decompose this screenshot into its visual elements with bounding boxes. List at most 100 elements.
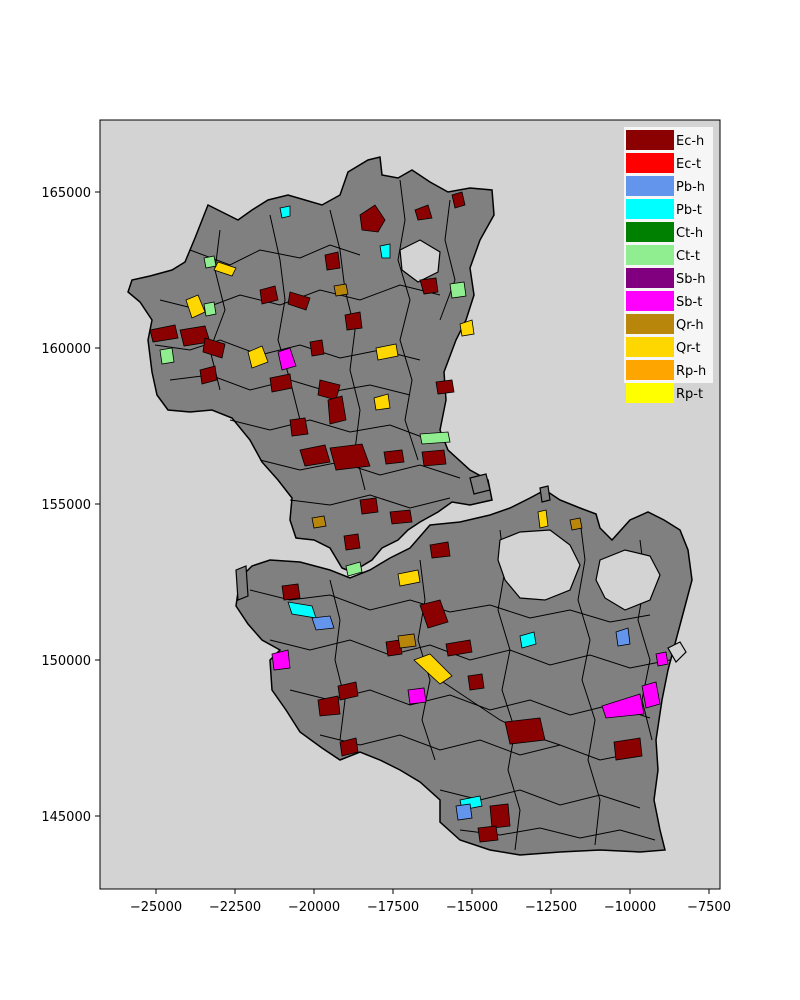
patch-ct-t: [203, 255, 217, 269]
patch-qr-h: [569, 517, 583, 531]
legend-label-pb-t: Pb-t: [676, 203, 702, 218]
patch-sb-t: [655, 651, 669, 667]
patch-ct-t: [449, 281, 467, 299]
patch-ec-h: [329, 443, 371, 471]
legend-label-pb-h: Pb-h: [676, 180, 705, 195]
patch-sb-t: [277, 347, 297, 371]
legend-label-sb-t: Sb-t: [676, 295, 702, 310]
x-tick-label: −17500: [367, 900, 419, 915]
patch-qr-t: [537, 509, 549, 529]
legend-swatch-sb-t: [626, 291, 674, 311]
y-axis: 145000 150000 155000 160000 165000: [41, 186, 100, 825]
patch-ec-h: [202, 337, 226, 359]
legend-items: Ec-h Ec-t Pb-h Pb-t Ct-h Ct-t Sb-h Sb-t Qr-h Qr-t…: [626, 130, 706, 403]
x-tick-label: −10000: [604, 900, 656, 915]
legend-swatch-rp-t: [626, 383, 674, 403]
legend-label-rp-h: Rp-h: [676, 364, 706, 379]
legend-swatch-pb-t: [626, 199, 674, 219]
patch-ct-t: [345, 561, 363, 577]
patch-qr-t: [213, 261, 237, 277]
x-tick-label: −15000: [446, 900, 498, 915]
patch-ec-h: [445, 639, 473, 657]
legend-swatch-pb-h: [626, 176, 674, 196]
patch-pb-t: [279, 205, 291, 219]
patch-qr-t: [397, 569, 421, 587]
legend-label-ec-h: Ec-h: [676, 134, 704, 149]
legend-swatch-qr-t: [626, 337, 674, 357]
patch-ec-h: [281, 583, 301, 601]
landmass-gap: [667, 641, 687, 663]
patch-ec-h: [344, 311, 363, 331]
legend-swatch-ct-h: [626, 222, 674, 242]
patch-ec-h: [435, 379, 455, 395]
legend-swatch-sb-h: [626, 268, 674, 288]
patch-qr-h: [311, 515, 327, 529]
patch-ec-h: [467, 673, 485, 691]
legend-swatch-ct-t: [626, 245, 674, 265]
patch-ec-h: [477, 825, 499, 843]
patch-ec-h: [324, 251, 341, 271]
x-tick-label: −20000: [288, 900, 340, 915]
x-tick-label: −22500: [209, 900, 261, 915]
patch-pb-h: [615, 627, 631, 647]
patch-ec-h: [299, 444, 331, 467]
landmass-gap: [497, 529, 581, 601]
x-tick-label: −7500: [687, 900, 731, 915]
landmass-gap: [399, 239, 441, 283]
legend-label-qr-h: Qr-h: [676, 318, 704, 333]
forest-type-patches: [149, 191, 669, 843]
x-axis: −25000 −22500 −20000 −17500 −15000 −1250…: [130, 889, 731, 915]
patch-ct-t: [159, 347, 175, 365]
patch-ec-h: [489, 803, 511, 829]
patch-ec-h: [339, 737, 359, 757]
patch-ec-h: [419, 599, 449, 629]
parcel-landmass: [127, 156, 693, 856]
patch-ec-h: [269, 373, 293, 393]
patch-ec-h: [337, 681, 359, 701]
patch-ec-h: [385, 639, 403, 657]
patch-ec-h: [504, 717, 546, 745]
patch-ec-h: [451, 191, 466, 209]
patch-ec-h: [199, 365, 218, 385]
legend-label-ct-t: Ct-t: [676, 249, 700, 264]
patch-ec-h: [421, 449, 447, 467]
patch-ec-h: [259, 285, 279, 305]
legend-label-ct-h: Ct-h: [676, 226, 703, 241]
legend: Ec-h Ec-t Pb-h Pb-t Ct-h Ct-t Sb-h Sb-t Qr-h Qr-t…: [624, 127, 713, 403]
patch-qr-h: [333, 283, 349, 297]
patch-pb-t: [519, 631, 537, 649]
parcel-islet: [235, 565, 249, 601]
patch-ec-h: [327, 395, 347, 425]
patch-pb-h: [455, 803, 473, 821]
patch-sb-t: [407, 687, 427, 705]
patch-sb-t: [601, 693, 645, 719]
y-tick-label: 165000: [41, 186, 91, 201]
patch-ct-t: [203, 301, 217, 317]
patch-ec-h: [317, 695, 341, 717]
legend-label-ec-t: Ec-t: [676, 157, 701, 172]
patch-ec-h: [289, 417, 309, 437]
legend-label-qr-t: Qr-t: [676, 341, 701, 356]
legend-swatch-ec-t: [626, 153, 674, 173]
x-tick-label: −12500: [525, 900, 577, 915]
patch-ec-h: [419, 277, 439, 295]
y-tick-label: 145000: [41, 810, 91, 825]
y-tick-label: 160000: [41, 342, 91, 357]
legend-swatch-qr-h: [626, 314, 674, 334]
x-tick-label: −25000: [130, 900, 182, 915]
patch-ec-h: [309, 339, 325, 357]
legend-swatch-rp-h: [626, 360, 674, 380]
parcel-islet: [539, 485, 551, 503]
patch-ec-h: [414, 204, 433, 221]
patch-qr-t: [413, 653, 453, 685]
patch-sb-t: [271, 649, 291, 671]
patch-ec-h: [613, 737, 643, 761]
patch-ec-h: [359, 204, 386, 233]
patch-qr-t: [247, 345, 269, 369]
parcel-islet: [469, 473, 491, 495]
patch-qr-t: [375, 343, 399, 361]
patch-ec-h: [359, 497, 379, 515]
patch-pb-h: [311, 615, 335, 631]
patch-qr-t: [459, 319, 475, 337]
